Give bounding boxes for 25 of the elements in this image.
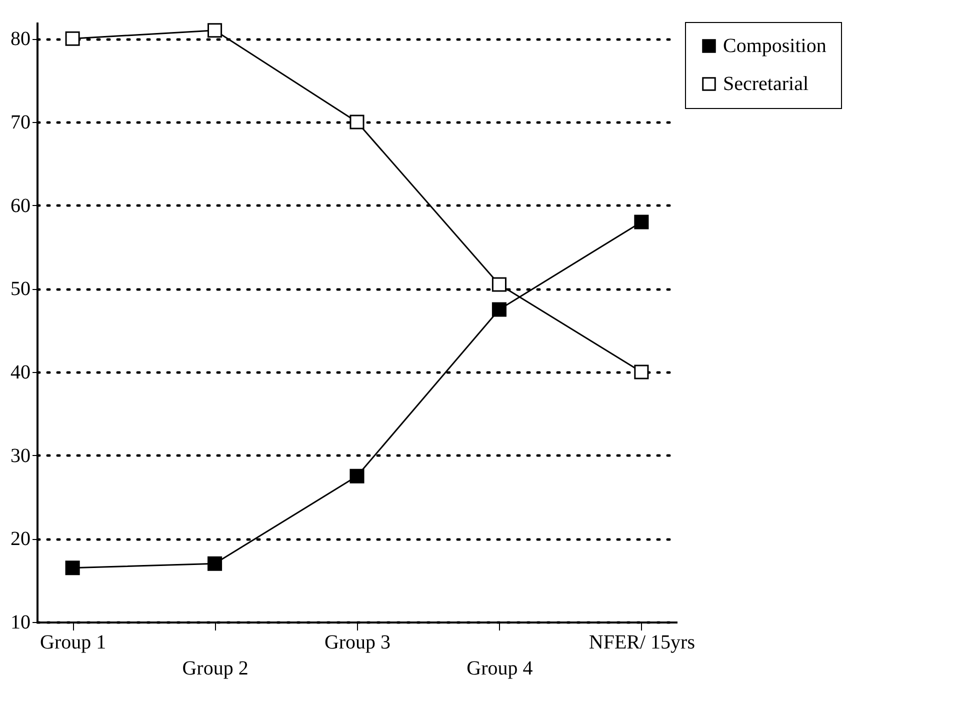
x-tick-label: Group 1 <box>40 632 106 654</box>
point <box>350 114 364 130</box>
point <box>492 277 506 292</box>
y-tick-label: 20 <box>10 528 30 550</box>
point <box>492 302 506 317</box>
point <box>634 214 649 230</box>
legend-label: Composition <box>723 35 826 57</box>
point <box>208 556 222 571</box>
point <box>65 560 80 576</box>
x-tick-label: NFER/ 15yrs <box>588 632 696 654</box>
y-tick-label: 60 <box>10 194 30 217</box>
point <box>208 23 222 38</box>
y-tick-label: 50 <box>10 278 30 300</box>
point <box>634 364 649 380</box>
y-tick-label: 70 <box>10 112 30 134</box>
y-tick-label: 80 <box>10 28 30 50</box>
y-tick-label: 30 <box>10 444 30 467</box>
x-tick-label: Group 2 <box>182 658 248 680</box>
x-tick-label: Group 3 <box>324 632 391 654</box>
y-tick-label: 10 <box>10 612 30 634</box>
point <box>65 31 80 46</box>
x-tick-label: Group 4 <box>466 658 533 680</box>
point <box>350 468 364 484</box>
legend-label: Secretarial <box>723 73 809 95</box>
y-tick-label: 40 <box>10 362 30 384</box>
